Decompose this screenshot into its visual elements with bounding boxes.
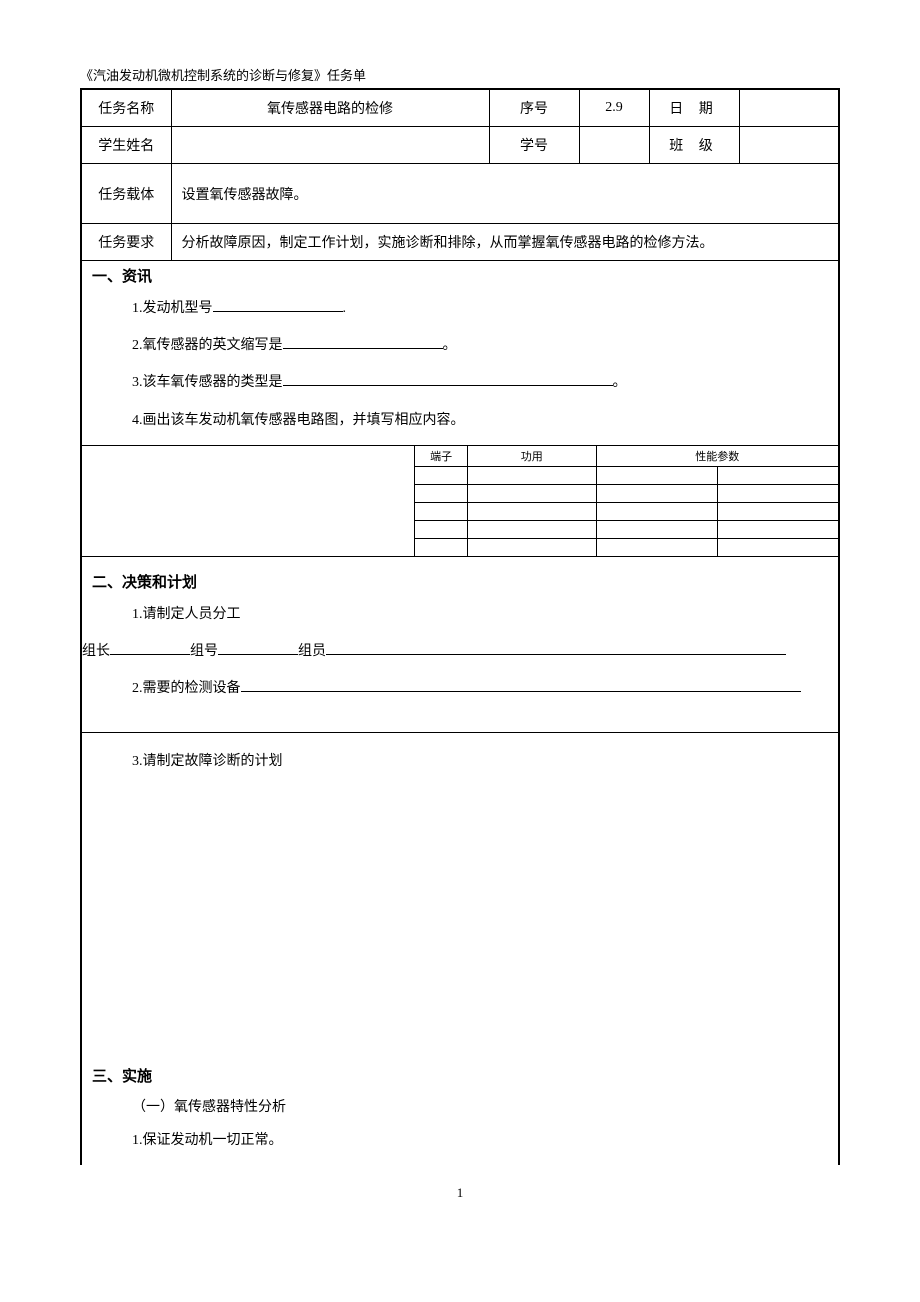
task-req-value: 分析故障原因，制定工作计划，实施诊断和排除，从而掌握氧传感器电路的检修方法。 — [171, 224, 839, 261]
cell-r2c1[interactable] — [415, 484, 468, 502]
plan-area[interactable] — [82, 781, 838, 1061]
q3-suffix: 。 — [613, 375, 627, 390]
inner-col3: 性能参数 — [596, 445, 838, 466]
diagram-area[interactable] — [82, 445, 415, 556]
seq-label: 序号 — [489, 89, 579, 127]
task-name-value: 氧传感器电路的检修 — [171, 89, 489, 127]
q2-blank[interactable] — [283, 333, 443, 349]
s2-q1: 1.请制定人员分工 — [82, 596, 838, 633]
q1-prefix: 1.发动机型号 — [132, 301, 213, 316]
group-line: 组长 组号 组员 — [82, 633, 838, 670]
cell-r4c4[interactable] — [717, 520, 838, 538]
q1-blank[interactable] — [213, 296, 343, 312]
cell-r3c4[interactable] — [717, 502, 838, 520]
cell-r5c3[interactable] — [596, 538, 717, 556]
cell-r3c1[interactable] — [415, 502, 468, 520]
cell-r1c4[interactable] — [717, 466, 838, 484]
cell-r1c1[interactable] — [415, 466, 468, 484]
cell-r2c2[interactable] — [468, 484, 597, 502]
date-value[interactable] — [739, 89, 839, 127]
cell-r5c4[interactable] — [717, 538, 838, 556]
cell-r4c3[interactable] — [596, 520, 717, 538]
header-table: 任务名称 氧传感器电路的检修 序号 2.9 日 期 学生姓名 学号 班 级 任务… — [80, 88, 840, 261]
s2-q2-line: 2.需要的检测设备 — [82, 670, 838, 707]
inner-col1: 端子 — [415, 445, 468, 466]
class-label: 班 级 — [649, 127, 739, 164]
group-member-blank[interactable] — [326, 639, 786, 655]
s3-sub1: （一）氧传感器特性分析 — [82, 1090, 838, 1122]
q2-prefix: 2.氧传感器的英文缩写是 — [132, 338, 283, 353]
document-title: 《汽油发动机微机控制系统的诊断与修复》任务单 — [80, 65, 840, 84]
content-wrapper: 一、资讯 1.发动机型号. 2.氧传感器的英文缩写是。 3.该车氧传感器的类型是… — [80, 261, 840, 1165]
section3-title: 三、实施 — [82, 1061, 838, 1090]
inner-col2: 功用 — [468, 445, 597, 466]
q3-blank[interactable] — [283, 370, 613, 386]
q3-prefix: 3.该车氧传感器的类型是 — [132, 375, 283, 390]
cell-r5c2[interactable] — [468, 538, 597, 556]
s2-q2-blank2[interactable] — [82, 707, 838, 733]
inner-table: 端子 功用 性能参数 — [82, 445, 838, 557]
task-name-label: 任务名称 — [81, 89, 171, 127]
cell-r2c4[interactable] — [717, 484, 838, 502]
cell-r5c1[interactable] — [415, 538, 468, 556]
task-carrier-value: 设置氧传感器故障。 — [171, 164, 839, 224]
group-leader-label: 组长 — [82, 644, 110, 659]
cell-r1c3[interactable] — [596, 466, 717, 484]
section2-title: 二、决策和计划 — [82, 567, 838, 596]
q4-line: 4.画出该车发动机氧传感器电路图，并填写相应内容。 — [82, 402, 838, 439]
page-number: 1 — [80, 1185, 840, 1201]
seq-value: 2.9 — [579, 89, 649, 127]
s2-q3: 3.请制定故障诊断的计划 — [82, 743, 838, 780]
student-no-label: 学号 — [489, 127, 579, 164]
s2-q2-blank[interactable] — [241, 676, 801, 692]
student-name-value[interactable] — [171, 127, 489, 164]
cell-r4c2[interactable] — [468, 520, 597, 538]
s2-q2-prefix: 2.需要的检测设备 — [132, 681, 241, 696]
class-value[interactable] — [739, 127, 839, 164]
cell-r3c2[interactable] — [468, 502, 597, 520]
section1-title: 一、资讯 — [82, 261, 838, 290]
cell-r2c3[interactable] — [596, 484, 717, 502]
q2-suffix: 。 — [443, 338, 457, 353]
q2-line: 2.氧传感器的英文缩写是 。 — [82, 327, 838, 364]
q1-line: 1.发动机型号. — [82, 290, 838, 327]
cell-r1c2[interactable] — [468, 466, 597, 484]
cell-r3c3[interactable] — [596, 502, 717, 520]
cell-r4c1[interactable] — [415, 520, 468, 538]
date-label: 日 期 — [649, 89, 739, 127]
q1-suffix: . — [343, 301, 347, 316]
task-carrier-label: 任务载体 — [81, 164, 171, 224]
student-no-value[interactable] — [579, 127, 649, 164]
q3-line: 3.该车氧传感器的类型是 。 — [82, 364, 838, 401]
group-member-label: 组员 — [298, 644, 326, 659]
group-no-label: 组号 — [190, 644, 218, 659]
group-leader-blank[interactable] — [110, 639, 190, 655]
group-no-blank[interactable] — [218, 639, 298, 655]
s3-item1: 1.保证发动机一切正常。 — [82, 1122, 838, 1165]
student-name-label: 学生姓名 — [81, 127, 171, 164]
task-req-label: 任务要求 — [81, 224, 171, 261]
